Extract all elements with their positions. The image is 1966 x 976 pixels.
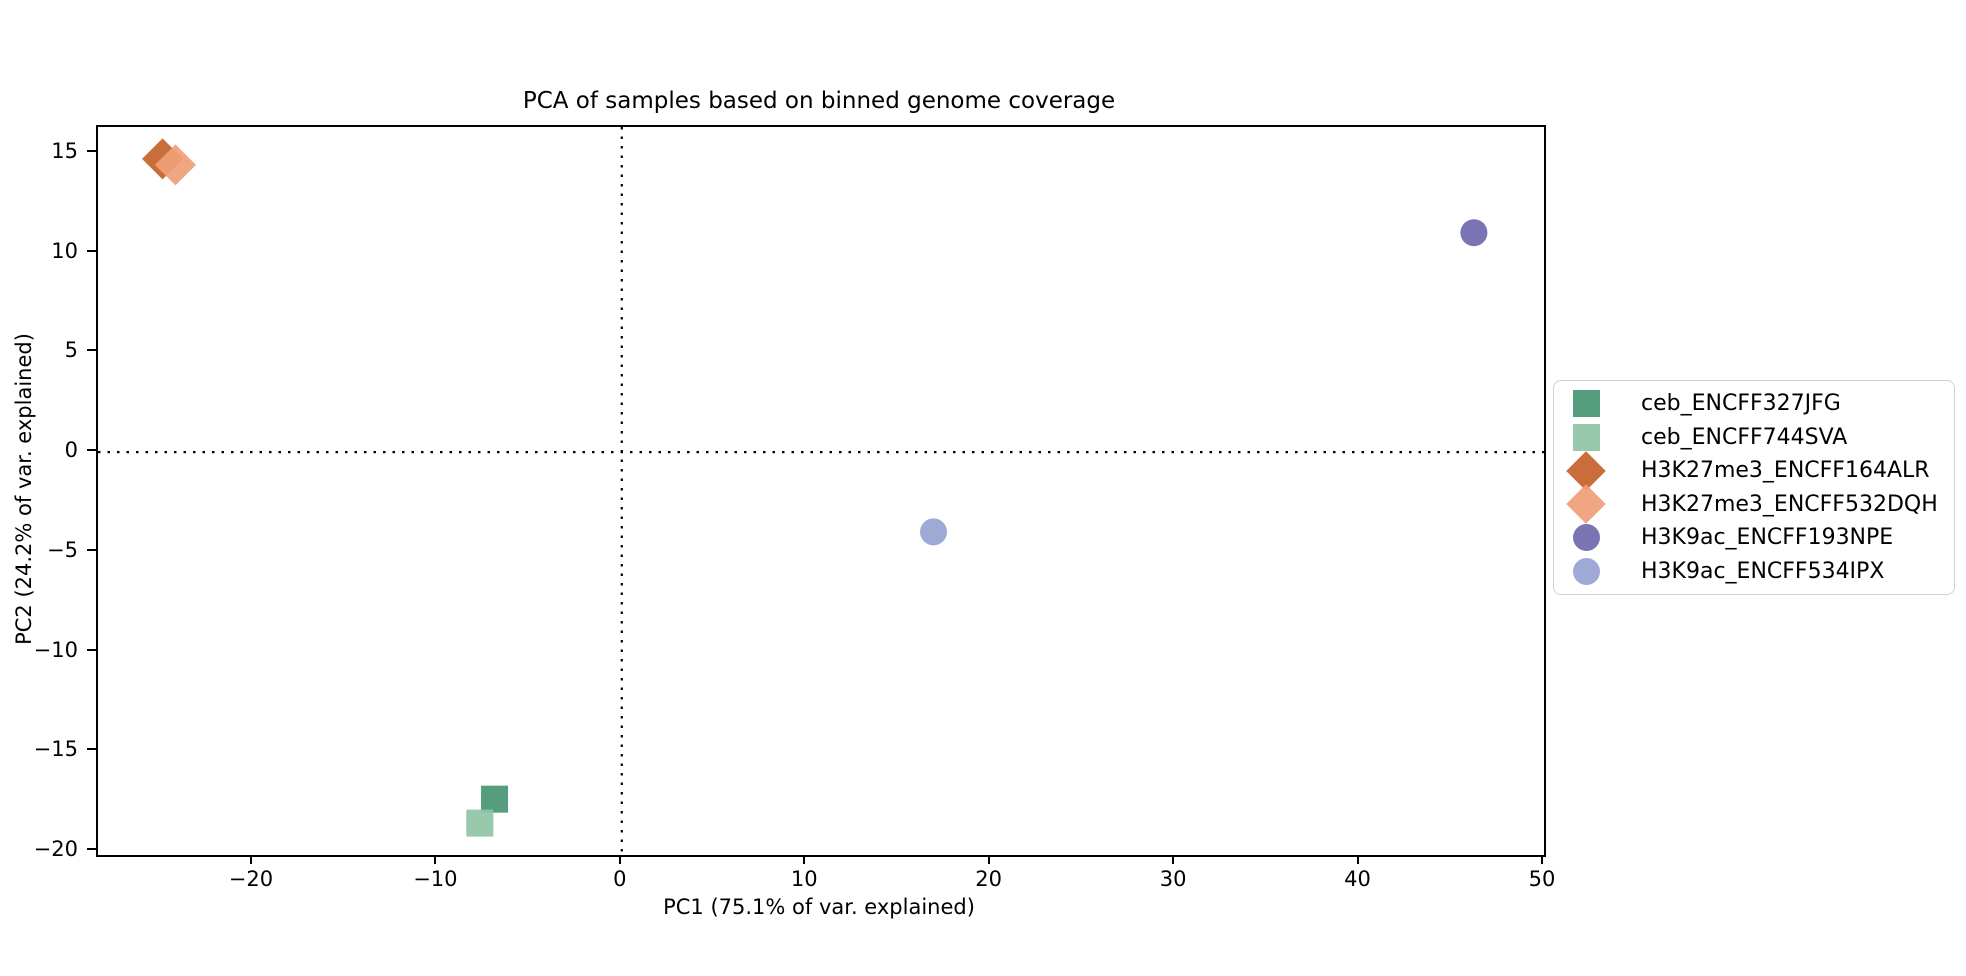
y-tick-mark bbox=[87, 748, 96, 751]
x-tick-mark bbox=[249, 855, 252, 864]
x-tick-label: 50 bbox=[1528, 867, 1556, 891]
legend-row-H3K27me3_ENCFF164ALR: H3K27me3_ENCFF164ALR bbox=[1554, 450, 1954, 491]
x-tick-label: −10 bbox=[413, 867, 458, 891]
legend-row-H3K27me3_ENCFF532DQH: H3K27me3_ENCFF532DQH bbox=[1554, 484, 1954, 525]
y-tick-mark bbox=[87, 648, 96, 651]
y-tick-mark bbox=[87, 149, 96, 152]
legend-label-ceb_ENCFF744SVA: ceb_ENCFF744SVA bbox=[1641, 424, 1848, 450]
legend: ceb_ENCFF327JFG ceb_ENCFF744SVA H3K27me3_E… bbox=[1553, 380, 1955, 595]
legend-row-ceb_ENCFF327JFG: ceb_ENCFF327JFG bbox=[1554, 387, 1954, 421]
legend-marker-ceb_ENCFF327JFG bbox=[1572, 390, 1600, 418]
y-tick-label: −10 bbox=[33, 637, 78, 662]
y-tick-mark bbox=[87, 548, 96, 551]
square-marker-icon bbox=[1566, 421, 1606, 455]
legend-row-H3K9ac_ENCFF534IPX: H3K9ac_ENCFF534IPX bbox=[1554, 555, 1954, 589]
y-axis-label: PC2 (24.2% of var. explained) bbox=[12, 333, 36, 645]
diamond-marker-icon bbox=[1566, 484, 1606, 525]
y-tick-mark bbox=[87, 249, 96, 252]
x-tick-label: 30 bbox=[1159, 867, 1187, 891]
y-tick-mark bbox=[87, 848, 96, 850]
y-tick-label: 15 bbox=[51, 138, 78, 163]
diamond-marker-icon bbox=[1566, 450, 1606, 491]
x-tick-mark bbox=[1356, 855, 1359, 864]
y-tick-label: 10 bbox=[51, 238, 78, 263]
legend-label-ceb_ENCFF327JFG: ceb_ENCFF327JFG bbox=[1641, 391, 1841, 417]
plot-area bbox=[96, 125, 1546, 857]
y-tick-label: −15 bbox=[33, 737, 78, 762]
y-tick-mark bbox=[87, 349, 96, 352]
x-tick-mark bbox=[1541, 855, 1543, 864]
x-tick-label: 40 bbox=[1344, 867, 1371, 891]
x-tick-mark bbox=[1172, 855, 1175, 864]
y-tick-label: 5 bbox=[64, 338, 78, 363]
legend-label-H3K27me3_ENCFF164ALR: H3K27me3_ENCFF164ALR bbox=[1641, 458, 1930, 484]
legend-marker-H3K9ac_ENCFF534IPX bbox=[1572, 557, 1600, 585]
legend-row-ceb_ENCFF744SVA: ceb_ENCFF744SVA bbox=[1554, 421, 1954, 455]
legend-marker-H3K27me3_ENCFF532DQH bbox=[1566, 484, 1606, 525]
legend-label-H3K9ac_ENCFF193NPE: H3K9ac_ENCFF193NPE bbox=[1641, 525, 1894, 551]
data-point-H3K9ac_ENCFF534IPX bbox=[920, 518, 948, 546]
y-tick-label: −5 bbox=[47, 537, 78, 562]
y-tick-mark bbox=[87, 449, 96, 452]
data-point-ceb_ENCFF327JFG bbox=[481, 785, 509, 813]
legend-marker-ceb_ENCFF744SVA bbox=[1572, 423, 1600, 451]
x-tick-mark bbox=[434, 855, 437, 864]
x-tick-mark bbox=[987, 855, 990, 864]
data-point-ceb_ENCFF744SVA bbox=[466, 809, 494, 837]
chart-title: PCA of samples based on binned genome co… bbox=[522, 88, 1116, 114]
square-marker-icon bbox=[1566, 387, 1606, 421]
legend-label-H3K9ac_ENCFF534IPX: H3K9ac_ENCFF534IPX bbox=[1641, 558, 1885, 584]
circle-marker-icon bbox=[1566, 521, 1606, 555]
y-tick-label: 0 bbox=[64, 438, 78, 463]
x-tick-label: 0 bbox=[613, 867, 627, 891]
data-point-H3K9ac_ENCFF193NPE bbox=[1460, 219, 1488, 247]
legend-row-H3K9ac_ENCFF193NPE: H3K9ac_ENCFF193NPE bbox=[1554, 521, 1954, 555]
x-tick-mark bbox=[803, 855, 806, 864]
legend-label-H3K27me3_ENCFF532DQH: H3K27me3_ENCFF532DQH bbox=[1641, 491, 1938, 517]
x-axis-label: PC1 (75.1% of var. explained) bbox=[663, 895, 975, 919]
legend-marker-H3K9ac_ENCFF193NPE bbox=[1572, 524, 1600, 552]
scatter-canvas bbox=[98, 127, 1544, 855]
circle-marker-icon bbox=[1566, 555, 1606, 589]
x-tick-label: −20 bbox=[228, 867, 274, 891]
x-tick-label: 20 bbox=[975, 867, 1003, 891]
x-tick-label: 10 bbox=[790, 867, 818, 891]
y-tick-label: −20 bbox=[33, 837, 78, 861]
x-tick-mark bbox=[618, 855, 621, 864]
